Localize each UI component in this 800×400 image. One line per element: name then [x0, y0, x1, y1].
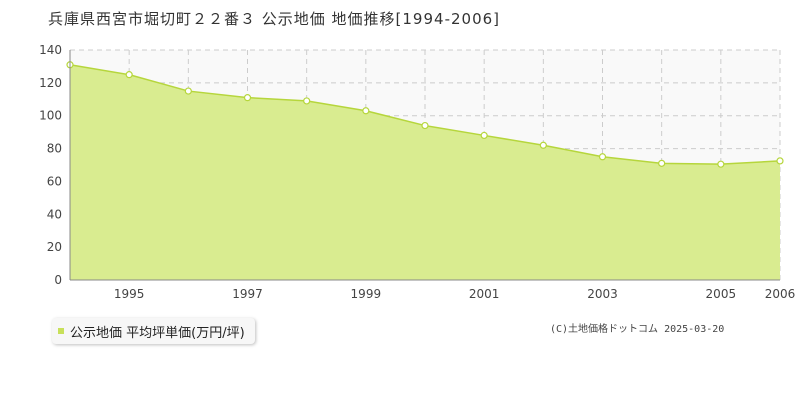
data-point	[658, 159, 666, 167]
data-point	[362, 107, 370, 115]
y-tick-label: 60	[47, 174, 62, 188]
data-point	[776, 157, 784, 165]
x-tick-label: 1999	[351, 287, 382, 301]
y-tick-label: 0	[54, 273, 62, 287]
x-tick-label: 2006	[765, 287, 796, 301]
data-point	[598, 153, 607, 161]
legend-swatch	[58, 328, 64, 334]
data-point	[421, 121, 429, 130]
x-tick-label: 2005	[706, 287, 737, 301]
x-tick-label: 1997	[232, 287, 263, 301]
y-tick-label: 120	[39, 76, 62, 90]
y-tick-label: 140	[39, 43, 62, 57]
x-tick-label: 1995	[114, 287, 145, 301]
x-tick-label: 2001	[469, 287, 500, 301]
x-tick-label: 2003	[587, 287, 618, 301]
y-tick-label: 40	[47, 207, 62, 221]
data-point	[717, 160, 725, 168]
y-tick-label: 20	[47, 240, 62, 254]
data-point	[303, 97, 311, 105]
data-point	[243, 94, 252, 102]
data-point	[125, 71, 133, 79]
data-point	[184, 87, 192, 95]
series-area	[70, 64, 780, 281]
legend[interactable]: 公示地価 平均坪単価(万円/坪)	[52, 318, 255, 344]
copyright-credit: (C)土地価格ドットコム 2025-03-20	[550, 324, 725, 335]
legend-label: 公示地価 平均坪単価(万円/坪)	[70, 325, 245, 341]
data-point	[539, 141, 547, 149]
data-point	[480, 131, 488, 140]
y-tick-label: 80	[47, 142, 62, 156]
y-tick-label: 100	[39, 109, 62, 123]
chart-title: 兵庫県西宮市堀切町２２番３ 公示地価 地価推移[1994-2006]	[48, 10, 501, 28]
